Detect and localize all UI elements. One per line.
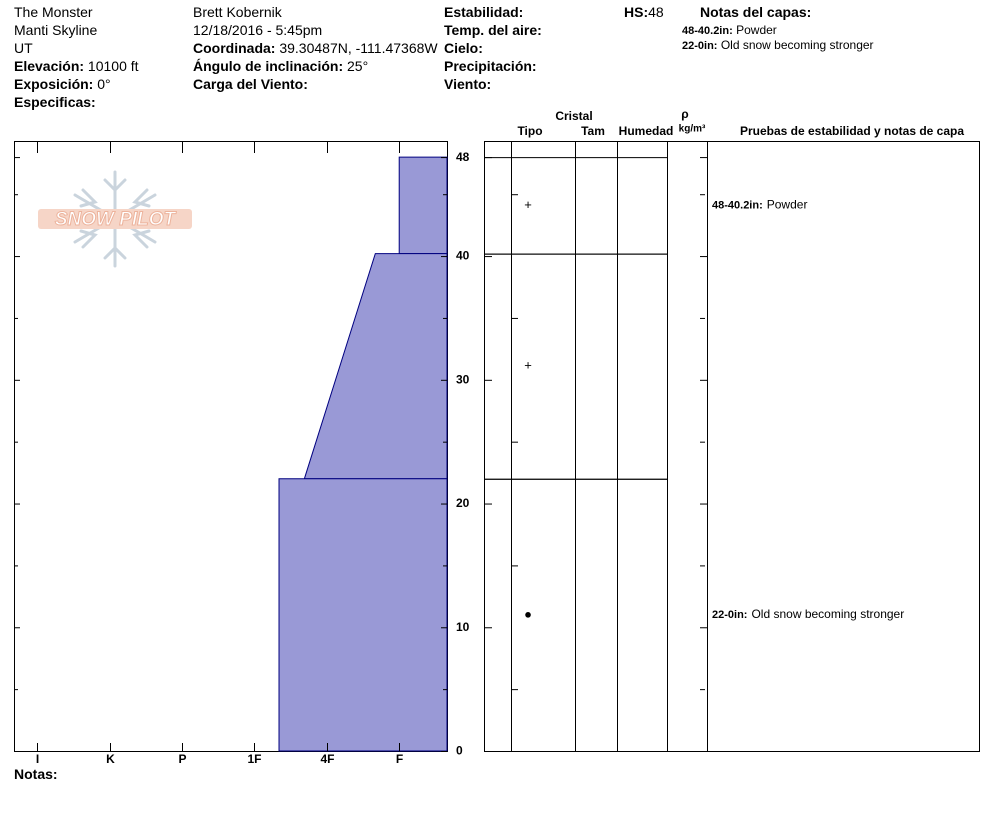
note-text: Old snow becoming stronger <box>720 38 874 52</box>
value: 0° <box>97 76 111 92</box>
note-text: Powder <box>767 198 808 212</box>
label: Viento: <box>444 76 492 92</box>
aspect: Exposición: 0° <box>14 75 111 93</box>
value: 48 <box>648 4 664 20</box>
value: 10100 ft <box>87 58 139 74</box>
col-crystal: Cristal <box>555 109 592 123</box>
y-tick-label: 0 <box>456 744 463 758</box>
label: Precipitación: <box>444 58 537 74</box>
note-range: 22-0in: <box>712 609 747 621</box>
label: Notas: <box>14 766 58 782</box>
hs: HS:48 <box>624 3 664 21</box>
x-tick-label: K <box>106 752 115 766</box>
location-name: The Monster <box>14 4 93 20</box>
col-density-unit: kg/m³ <box>679 124 706 135</box>
stability: Estabilidad: <box>444 3 523 21</box>
label: HS: <box>624 4 649 20</box>
y-tick-label: 20 <box>456 496 470 510</box>
label: Especificas: <box>14 94 96 110</box>
note-range: 48-40.2in: <box>712 199 763 211</box>
col-density: ρ <box>681 107 688 121</box>
label: Carga del Viento: <box>193 76 308 92</box>
value: 25° <box>347 58 369 74</box>
label: Estabilidad: <box>444 4 524 20</box>
wind: Viento: <box>444 75 491 93</box>
label: Elevación: <box>14 58 85 74</box>
x-tick-label: F <box>396 752 403 766</box>
wind-loading: Carga del Viento: <box>193 75 308 93</box>
header-note: 22-0in: Old snow becoming stronger <box>682 38 874 53</box>
specifics: Especificas: <box>14 93 96 111</box>
note-range: 22-0in: <box>682 40 718 52</box>
x-tick-label: 4F <box>320 752 334 766</box>
location-range: Manti Skyline <box>14 22 98 38</box>
air-temp: Temp. del aire: <box>444 21 542 39</box>
label: Temp. del aire: <box>444 22 542 38</box>
coordinates: Coordinada: 39.30487N, -111.47368W <box>193 39 438 57</box>
x-tick-label: I <box>36 752 39 766</box>
label: Exposición: <box>14 76 94 92</box>
y-tick-label: 10 <box>456 620 470 634</box>
elevation: Elevación: 10100 ft <box>14 57 139 75</box>
notes: Notas: <box>14 765 58 783</box>
header-note: 48-40.2in: Powder <box>682 23 874 38</box>
logo-text: SNOW PILOT <box>55 209 177 230</box>
y-tick-label: 48 <box>456 150 470 164</box>
hardness-layer <box>278 478 448 752</box>
sky: Cielo: <box>444 39 483 57</box>
grain-type: + <box>524 358 532 373</box>
header-layer-notes: 48-40.2in: Powder 22-0in: Old snow becomi… <box>682 23 874 53</box>
label: Coordinada: <box>193 40 276 56</box>
hardness-layer <box>398 156 448 255</box>
panel-columns <box>511 141 708 751</box>
panel-frame <box>484 141 980 752</box>
note-text: Old snow becoming stronger <box>751 607 904 621</box>
label: Ángulo de inclinación: <box>193 58 344 74</box>
note-text: Powder <box>736 23 777 37</box>
logo: SNOW PILOT <box>38 170 192 268</box>
x-tick-label: 1F <box>247 752 261 766</box>
col-moisture: Humedad <box>619 124 674 138</box>
precipitation: Precipitación: <box>444 57 537 75</box>
col-type: Tipo <box>517 124 542 138</box>
hardness-layer <box>303 253 448 480</box>
layer-notes-title: Notas del capas: <box>700 3 811 21</box>
datetime: 12/18/2016 - 5:45pm <box>193 22 323 38</box>
grain-type: + <box>524 197 532 212</box>
layer-note: 22-0in: Old snow becoming stronger <box>712 607 904 621</box>
logo-band <box>38 209 192 229</box>
layer-note: 48-40.2in: Powder <box>712 198 807 212</box>
label: Cielo: <box>444 40 483 56</box>
x-tick-label: P <box>178 752 186 766</box>
grain-type: ● <box>524 606 532 621</box>
slope: Ángulo de inclinación: 25° <box>193 57 368 75</box>
y-tick-label: 40 <box>456 249 470 263</box>
location-state: UT <box>14 40 33 56</box>
y-tick-label: 30 <box>456 372 470 386</box>
value: 39.30487N, -111.47368W <box>279 40 438 56</box>
col-tests: Pruebas de estabilidad y notas de capa <box>740 124 964 138</box>
label: Notas del capas: <box>700 4 812 20</box>
col-size: Tam <box>581 124 605 138</box>
observer: Brett Kobernik <box>193 4 282 20</box>
note-range: 48-40.2in: <box>682 25 733 37</box>
